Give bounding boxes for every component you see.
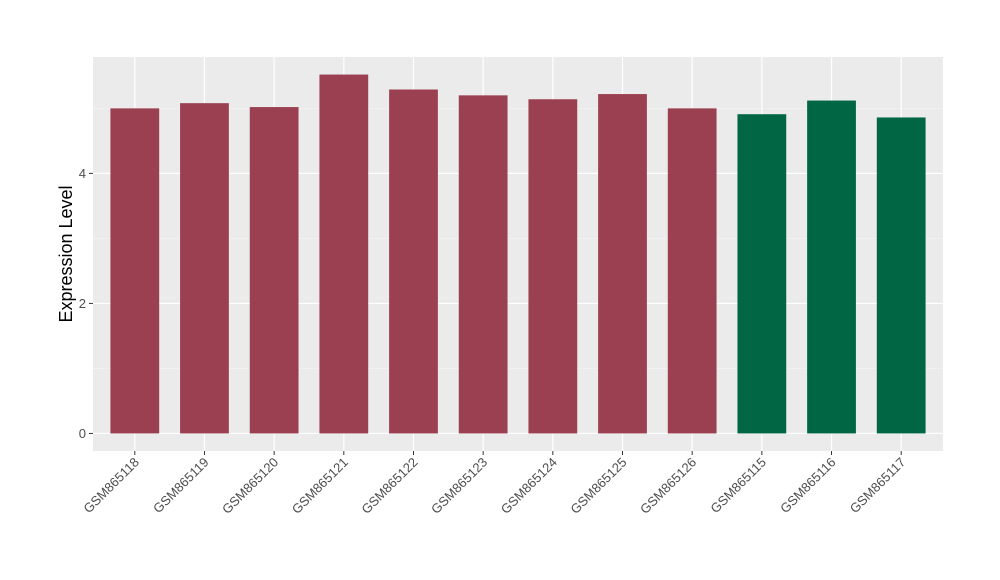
x-tick-label: GSM865119 (150, 455, 212, 517)
bar-GSM865117 (876, 117, 926, 434)
x-tick-label: GSM865122 (358, 455, 420, 517)
bar-GSM865115 (737, 114, 787, 434)
bar-GSM865119 (180, 103, 229, 434)
x-tick-label: GSM865121 (289, 455, 351, 517)
x-tick-label: GSM865126 (637, 455, 699, 517)
bar-GSM865122 (389, 89, 438, 434)
bar-GSM865126 (667, 108, 717, 434)
x-tick-label: GSM865125 (567, 455, 629, 517)
y-axis: 0 2 4 (79, 166, 93, 441)
bars (110, 74, 926, 434)
x-tick-label: GSM865116 (777, 455, 839, 517)
y-axis-label: Expression Level (56, 185, 76, 322)
x-tick-label: GSM865124 (498, 455, 560, 517)
bar-GSM865123 (458, 95, 508, 434)
y-tick-label: 0 (79, 426, 86, 441)
plot-panel (93, 57, 943, 451)
x-axis: GSM865118 GSM865119 GSM865120 GSM865121 GSM8… (80, 451, 908, 517)
y-tick-label: 4 (79, 166, 86, 181)
x-tick-label: GSM865115 (707, 455, 769, 517)
bar-GSM865118 (110, 108, 160, 434)
x-tick-label: GSM865118 (80, 455, 142, 517)
x-tick-label: GSM865117 (847, 455, 909, 517)
x-tick-label: GSM865123 (428, 455, 490, 517)
bar-GSM865120 (249, 107, 299, 434)
bar-GSM865121 (319, 74, 369, 434)
bar-GSM865125 (598, 94, 647, 434)
bar-GSM865116 (807, 100, 856, 434)
x-tick-label: GSM865120 (219, 455, 281, 517)
y-tick-label: 2 (79, 296, 86, 311)
bar-GSM865124 (528, 99, 578, 434)
